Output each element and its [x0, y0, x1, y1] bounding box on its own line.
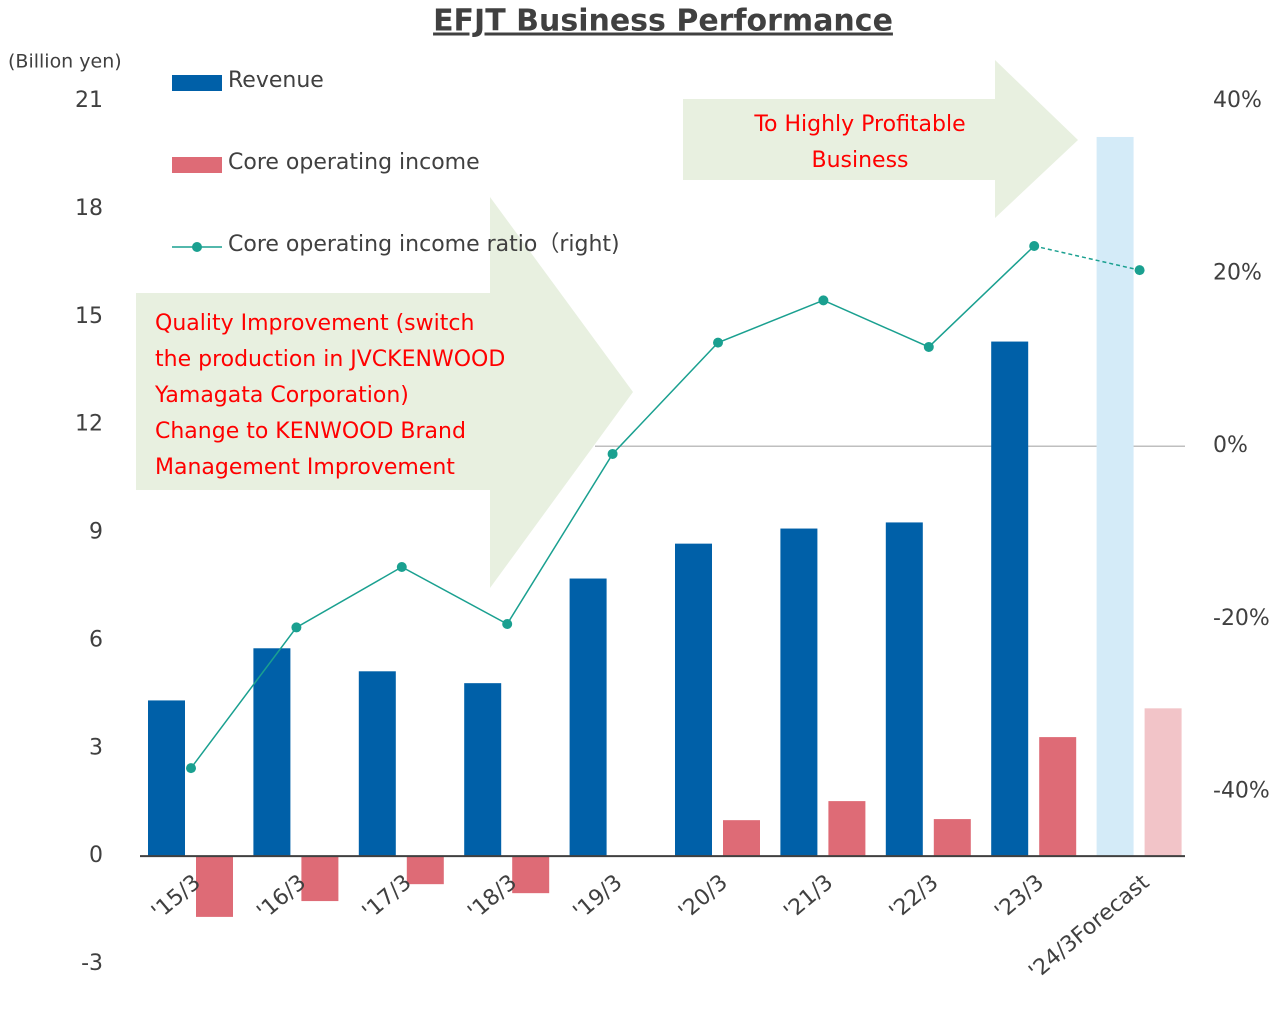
bar [148, 700, 185, 857]
legend-label: Revenue [228, 68, 324, 93]
bar [675, 543, 712, 857]
annotation: To Highly Profitable [753, 112, 965, 137]
y2-tick-label: -20% [1213, 606, 1270, 631]
x-tick-label: '21/3 [780, 870, 839, 925]
annotation: the production in JVCKENWOOD [155, 347, 505, 372]
annotation: Change to KENWOOD Brand [155, 419, 466, 444]
line-point [502, 618, 513, 629]
y-tick-label: 3 [89, 735, 103, 760]
bar [828, 801, 866, 857]
bar [1039, 737, 1077, 857]
x-tick-label: '20/3 [674, 870, 733, 925]
bar [569, 578, 607, 857]
y2-tick-label: 40% [1213, 88, 1262, 113]
legend-label: Core operating income ratio（right) [228, 232, 620, 257]
chart-title: EFJT Business Performance [433, 4, 893, 39]
y-tick-label: 6 [89, 627, 103, 652]
legend-swatch [192, 242, 202, 252]
bar [780, 528, 818, 857]
y2-tick-label: 0% [1213, 433, 1248, 458]
line-point [1029, 240, 1040, 251]
annotation: Quality Improvement (switch [155, 311, 474, 336]
y2-tick-label: -40% [1213, 778, 1270, 803]
bar [358, 671, 396, 857]
line-point [396, 562, 407, 573]
bar [723, 820, 760, 857]
bar [464, 683, 502, 857]
x-tick-label: '23/3 [990, 870, 1049, 925]
bar [1096, 136, 1134, 857]
annotation: Yamagata Corporation) [154, 383, 409, 408]
x-tick-label: '22/3 [885, 870, 944, 925]
arrow-top [683, 60, 1078, 218]
annotation: Management Improvement [155, 455, 455, 480]
line-point [923, 341, 934, 352]
bar [406, 856, 444, 885]
bar [991, 341, 1029, 857]
y-tick-label: 12 [75, 412, 103, 437]
line-point [1134, 265, 1145, 276]
y-axis-label: (Billion yen) [8, 51, 122, 73]
bar [253, 648, 291, 857]
bar [885, 522, 923, 857]
bar [512, 856, 550, 894]
bar [933, 819, 971, 857]
line-point [713, 337, 723, 348]
legend-swatch [172, 157, 222, 173]
bar [301, 856, 339, 902]
annotation: Business [811, 148, 908, 173]
y-tick-label: 18 [75, 196, 103, 221]
line-point [186, 763, 196, 774]
y2-tick-label: 20% [1213, 261, 1262, 286]
bar [196, 856, 233, 917]
line-point [607, 448, 618, 459]
arrow-left [136, 197, 633, 588]
x-tick-label: '19/3 [569, 870, 628, 925]
y-tick-label: 0 [89, 843, 103, 868]
line-point [291, 622, 302, 633]
bar [1144, 708, 1182, 857]
y-tick-label: 21 [75, 88, 103, 113]
legend-swatch [172, 75, 222, 91]
line-point [818, 295, 829, 306]
y-tick-label: -3 [81, 951, 103, 976]
y-tick-label: 15 [75, 304, 103, 329]
legend-label: Core operating income [228, 150, 480, 175]
y-tick-label: 9 [89, 520, 103, 545]
